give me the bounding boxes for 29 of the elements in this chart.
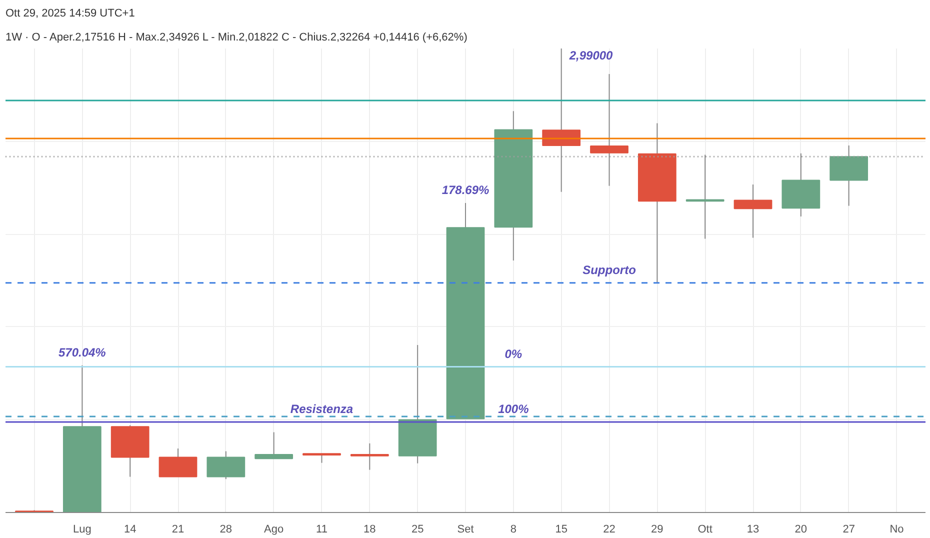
x-tick-label: Lug <box>72 524 92 536</box>
annotation: 100% <box>498 402 530 416</box>
x-tick-label: Set <box>457 524 474 536</box>
x-tick-label: 11 <box>316 524 328 536</box>
chart-subtitle: 1W · O - Aper.2,17516 H - Max.2,34926 L - Min.2,01822 C - Chius.2,32264 +0,14416 (+6,62%) <box>6 32 468 44</box>
x-tick-label: 14 <box>124 524 136 536</box>
x-tick-label: 21 <box>172 524 184 536</box>
x-tick-label: 27 <box>842 524 855 536</box>
x-tick-label: 25 <box>411 524 424 536</box>
x-tick-label: 22 <box>603 524 616 536</box>
annotation: Supporto <box>582 262 636 277</box>
annotation: 0% <box>504 346 522 361</box>
candlestick <box>590 74 628 186</box>
x-tick-label: 8 <box>510 524 516 536</box>
chart-title: Ott 29, 2025 14:59 UTC+1 <box>6 8 135 20</box>
annotation: Resistenza <box>290 402 354 416</box>
candlestick <box>350 442 389 470</box>
annotation: 2,99000 <box>568 48 614 62</box>
x-tick-label: Ago <box>264 524 284 536</box>
x-tick-label: 28 <box>220 524 232 536</box>
x-tick-label: 29 <box>651 524 664 536</box>
x-tick-label: No <box>890 524 904 536</box>
x-tick-label: 20 <box>794 524 808 536</box>
x-tick-label: 15 <box>555 524 568 536</box>
annotation: 570.04% <box>58 345 106 360</box>
annotation: 178.69% <box>442 183 490 198</box>
x-tick-label: 13 <box>746 524 760 536</box>
x-tick-label: 18 <box>364 524 376 536</box>
x-tick-label: Ott <box>698 524 712 536</box>
